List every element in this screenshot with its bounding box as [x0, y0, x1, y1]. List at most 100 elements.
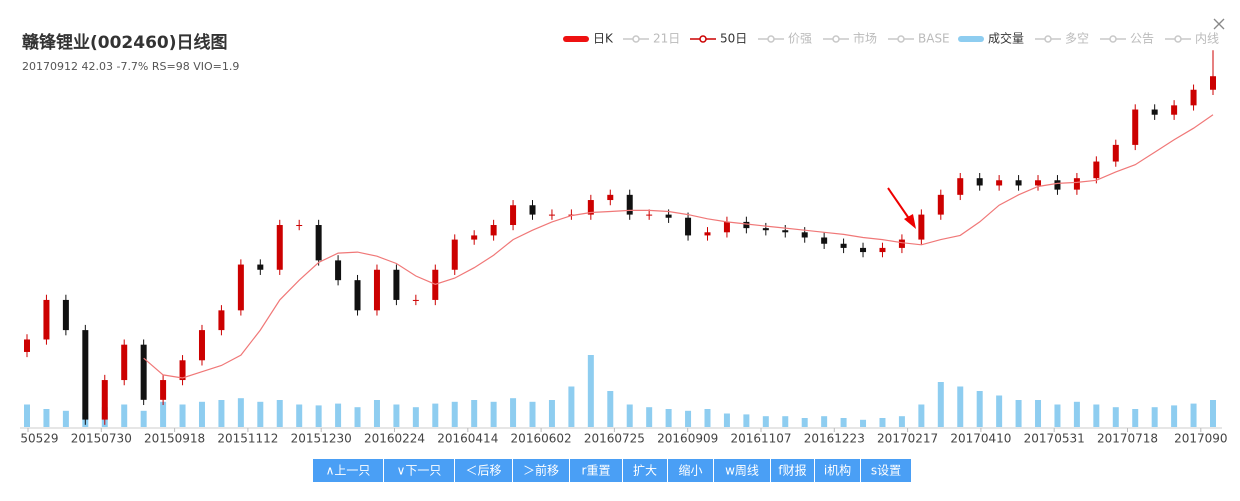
button-bg [455, 459, 512, 482]
candle-body [237, 264, 244, 311]
button-label[interactable]: i机构 [824, 463, 851, 478]
volume-bar [626, 404, 633, 427]
close-button[interactable] [1213, 18, 1225, 30]
toolbar-button[interactable]: ∨下一只 [384, 459, 454, 482]
volume-bar [24, 404, 30, 427]
button-label[interactable]: 缩小 [678, 463, 702, 478]
volume-bar [237, 398, 244, 427]
legend-label[interactable]: 多空 [1065, 32, 1089, 46]
volume-bar [121, 404, 128, 427]
button-label[interactable]: f财报 [778, 463, 806, 478]
button-label[interactable]: w周线 [725, 464, 759, 478]
button-label[interactable]: 扩大 [633, 464, 657, 478]
x-tick-label: 20150918 [144, 432, 205, 446]
legend-marker [1109, 35, 1117, 43]
legend-label[interactable]: 公告 [1130, 32, 1154, 46]
candle-body [665, 214, 672, 218]
button-bg [313, 459, 383, 482]
candle-body [315, 225, 322, 261]
candle-body [1054, 180, 1061, 190]
toolbar-button[interactable]: f财报 [771, 459, 814, 482]
volume-bar [1035, 400, 1042, 427]
volume-bar [62, 410, 69, 427]
legend-marker [1044, 35, 1052, 43]
legend-label[interactable]: 50日 [720, 32, 747, 46]
volume-bar [1171, 405, 1178, 427]
candle-body [82, 330, 89, 420]
volume-bar [821, 416, 828, 427]
candle-body [626, 194, 633, 215]
volume-bar [257, 401, 264, 427]
candle-body [529, 205, 536, 215]
volume-bar [1132, 409, 1139, 427]
volume-bar [723, 413, 730, 427]
candle-body [548, 214, 555, 216]
volume-bar [1151, 407, 1158, 427]
ma50-line [143, 114, 1214, 379]
volume-bar [1054, 404, 1061, 427]
button-label[interactable]: r重置 [582, 464, 611, 478]
toolbar-button[interactable]: 扩大 [623, 459, 667, 482]
volume-bar [529, 401, 536, 427]
button-bg [384, 459, 454, 482]
candle-body [918, 214, 925, 240]
volume-bar [276, 400, 283, 427]
candle-body [646, 214, 653, 216]
volume-bar [432, 403, 439, 427]
legend-label[interactable]: 内线 [1195, 32, 1219, 46]
legend-label[interactable]: 市场 [853, 31, 877, 46]
candle-body [1015, 180, 1022, 186]
x-tick-label: 20151230 [291, 432, 352, 446]
volume-bar [218, 400, 225, 427]
volume-bar [1210, 400, 1216, 427]
candle-body [976, 178, 983, 186]
legend-label[interactable]: 日K [593, 32, 614, 46]
toolbar-button[interactable]: ＜后移 [455, 459, 512, 482]
legend-label[interactable]: 价强 [788, 32, 812, 46]
candle-body [996, 180, 1003, 186]
toolbar-button[interactable]: 缩小 [668, 459, 713, 482]
button-label[interactable]: s设置 [871, 464, 901, 478]
volume-bar [704, 409, 711, 427]
button-label[interactable]: ＞前移 [523, 463, 559, 478]
volume-bar [160, 401, 167, 427]
legend-marker [767, 35, 775, 43]
candle-body [24, 339, 30, 352]
volume-bar [1190, 403, 1197, 427]
legend-marker [832, 35, 840, 43]
candle-body [276, 225, 283, 270]
x-tick-label: 20170410 [950, 432, 1011, 446]
x-tick-label: 20161107 [730, 432, 791, 446]
toolbar-button[interactable]: s设置 [861, 459, 911, 482]
volume-bar [1093, 404, 1100, 427]
toolbar-button[interactable]: i机构 [815, 459, 860, 482]
candle-body [179, 360, 186, 381]
candle-body [782, 230, 789, 233]
volume-bar [393, 404, 400, 427]
volume-bar [373, 400, 380, 427]
toolbar-button[interactable]: ∧上一只 [313, 459, 383, 482]
volume-bar [937, 382, 944, 427]
volume-bar [354, 407, 361, 427]
volume-bar [782, 416, 789, 427]
toolbar-button[interactable]: ＞前移 [513, 459, 569, 482]
candle-body [373, 269, 380, 311]
candle-body [743, 221, 750, 229]
volume-bar [996, 395, 1003, 427]
button-label[interactable]: ∧上一只 [326, 464, 371, 478]
volume-bar [296, 404, 303, 427]
candle-body [762, 228, 769, 231]
button-label[interactable]: ＜后移 [465, 464, 501, 478]
toolbar-button[interactable]: w周线 [714, 459, 770, 482]
button-label[interactable]: ∨下一只 [397, 464, 442, 478]
x-tick-label: 20160725 [584, 432, 645, 446]
legend-label[interactable]: 21日 [653, 32, 680, 46]
x-tick-label: 20161223 [804, 432, 865, 446]
legend-label[interactable]: BASE [918, 32, 950, 46]
volume-bar [685, 410, 692, 427]
volume-bar [1112, 407, 1119, 427]
toolbar-button[interactable]: r重置 [570, 459, 622, 482]
candle-body [879, 247, 886, 253]
legend-label[interactable]: 成交量 [988, 31, 1024, 46]
legend-marker [1174, 35, 1182, 43]
